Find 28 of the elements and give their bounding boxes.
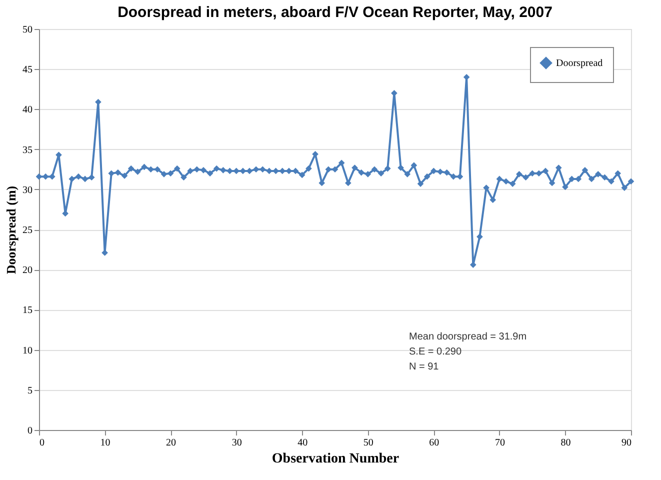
y-tick-label: 20 xyxy=(22,265,32,276)
annotation: Mean doorspread = 31.9m xyxy=(409,332,527,342)
annotation: S.E = 0.290 xyxy=(409,346,462,358)
y-tick-label: 15 xyxy=(22,305,32,316)
y-tick-label: 50 xyxy=(22,24,32,36)
x-tick-label: 0 xyxy=(40,438,44,448)
y-tick-label: 5 xyxy=(28,385,32,396)
y-tick-label: 0 xyxy=(28,426,32,436)
chart-title: Doorspread in meters, aboard F/V Ocean Reporter, May, 2007 xyxy=(118,4,552,21)
y-tick-label: 40 xyxy=(22,104,32,116)
x-tick-label: 70 xyxy=(494,438,505,448)
x-tick-label: 90 xyxy=(622,438,632,448)
annotation: N = 91 xyxy=(409,362,440,372)
y-tick-label: 45 xyxy=(22,64,32,76)
y-axis-title: Doorspread (m) xyxy=(4,186,18,274)
x-tick-label: 10 xyxy=(100,438,110,448)
legend-label: Doorspread xyxy=(556,58,603,69)
x-tick-label: 40 xyxy=(298,438,308,448)
x-axis-title: Observation Number xyxy=(272,452,400,466)
x-tick-label: 30 xyxy=(232,438,242,448)
x-tick-label: 60 xyxy=(429,438,440,448)
x-tick-label: 80 xyxy=(560,438,571,448)
y-tick-label: 10 xyxy=(22,345,32,356)
y-tick-label: 35 xyxy=(22,144,32,156)
y-tick-label: 30 xyxy=(22,184,32,196)
y-tick-label: 25 xyxy=(22,225,32,236)
x-tick-label: 50 xyxy=(363,438,374,448)
x-tick-label: 20 xyxy=(166,438,176,448)
